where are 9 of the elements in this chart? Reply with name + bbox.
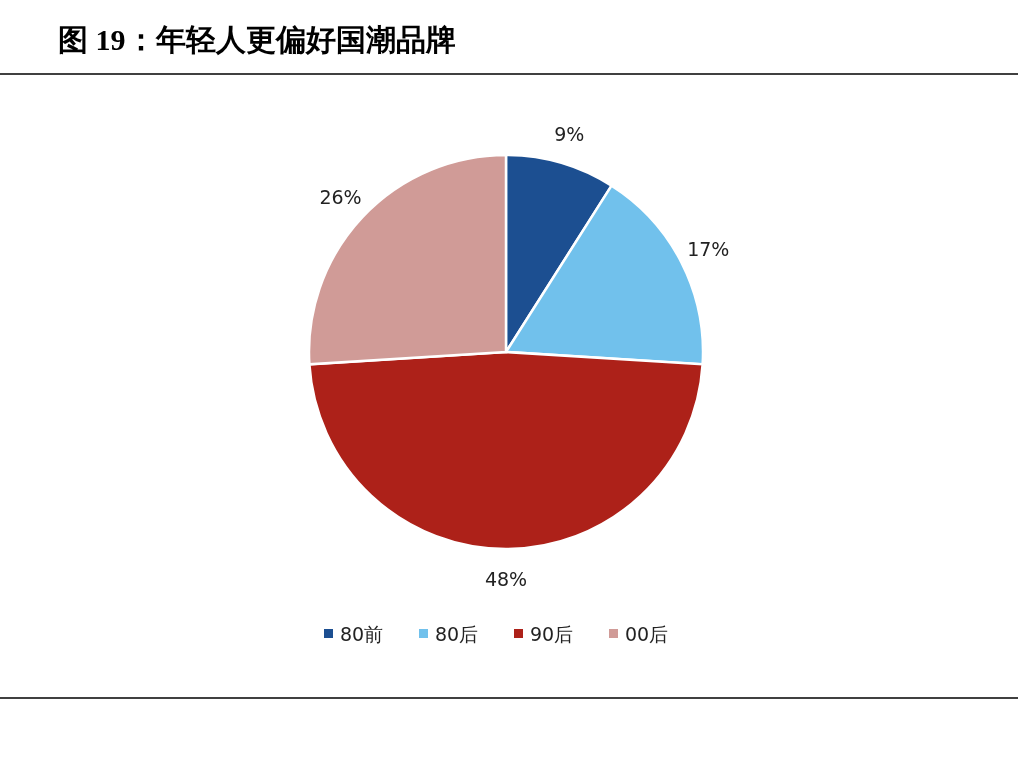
legend-label: 80前 xyxy=(340,623,384,645)
chart-title: 图 19：年轻人更偏好国潮品牌 xyxy=(58,23,456,56)
legend-label: 00后 xyxy=(625,623,669,645)
data-label: 9% xyxy=(554,123,585,146)
legend-label: 90后 xyxy=(530,623,574,645)
legend-label: 80后 xyxy=(435,623,479,645)
data-label: 17% xyxy=(687,237,730,260)
data-label: 48% xyxy=(484,568,528,590)
data-label: 26% xyxy=(319,185,362,208)
